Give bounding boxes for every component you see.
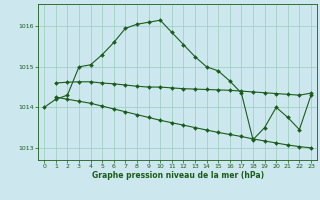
X-axis label: Graphe pression niveau de la mer (hPa): Graphe pression niveau de la mer (hPa) [92,171,264,180]
